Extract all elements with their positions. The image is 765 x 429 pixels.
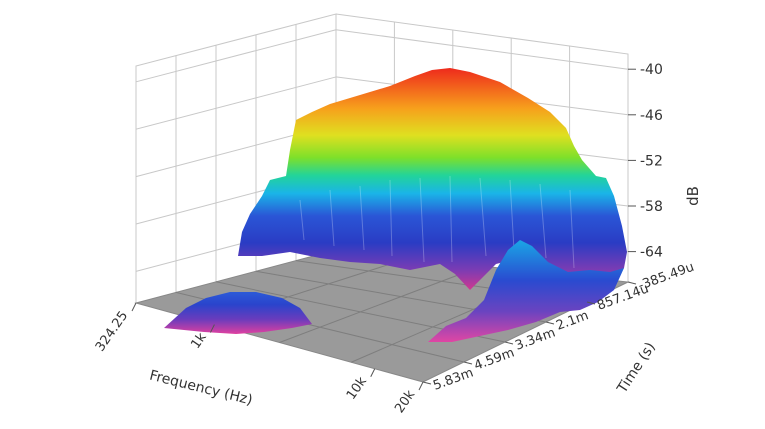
db-axis: -40 -46 -52 -58 -64: [628, 62, 663, 261]
db-tick-label: -40: [640, 62, 663, 78]
db-axis-title: dB: [684, 186, 702, 206]
frequency-tick: [418, 381, 424, 391]
time-tick: [627, 281, 637, 285]
right-wall-hline: [335, 29, 629, 70]
time-tick: [422, 381, 432, 385]
db-tick-label: -58: [640, 199, 663, 215]
time-tick: [545, 321, 555, 325]
frequency-tick: [209, 324, 215, 333]
frequency-tick-label: 20k: [392, 387, 418, 416]
spectral-surface: [164, 68, 627, 342]
surface-right-tail: [428, 240, 624, 342]
left-wall-hline: [135, 76, 337, 130]
surface-main: [238, 68, 627, 292]
time-axis-title: Time (s): [614, 340, 659, 397]
floor-line-freq: [279, 265, 483, 343]
time-tick: [586, 301, 596, 305]
db-tick-label: -64: [640, 245, 663, 261]
frequency-tick-label: 1k: [188, 330, 210, 352]
time-tick: [504, 341, 514, 345]
frequency-tick: [131, 302, 137, 312]
left-wall-hline: [135, 29, 337, 83]
surface-ridges: [299, 175, 575, 269]
time-tick: [463, 361, 473, 365]
frequency-axis-title: Frequency (Hz): [148, 368, 254, 409]
frequency-tick-label: 10k: [344, 374, 370, 403]
frequency-tick-label: 324.25: [93, 309, 131, 355]
db-tick-label: -46: [640, 108, 663, 124]
frequency-tick: [370, 368, 376, 377]
db-tick-label: -52: [640, 153, 663, 169]
surface-lowfreq-hump: [164, 292, 312, 334]
